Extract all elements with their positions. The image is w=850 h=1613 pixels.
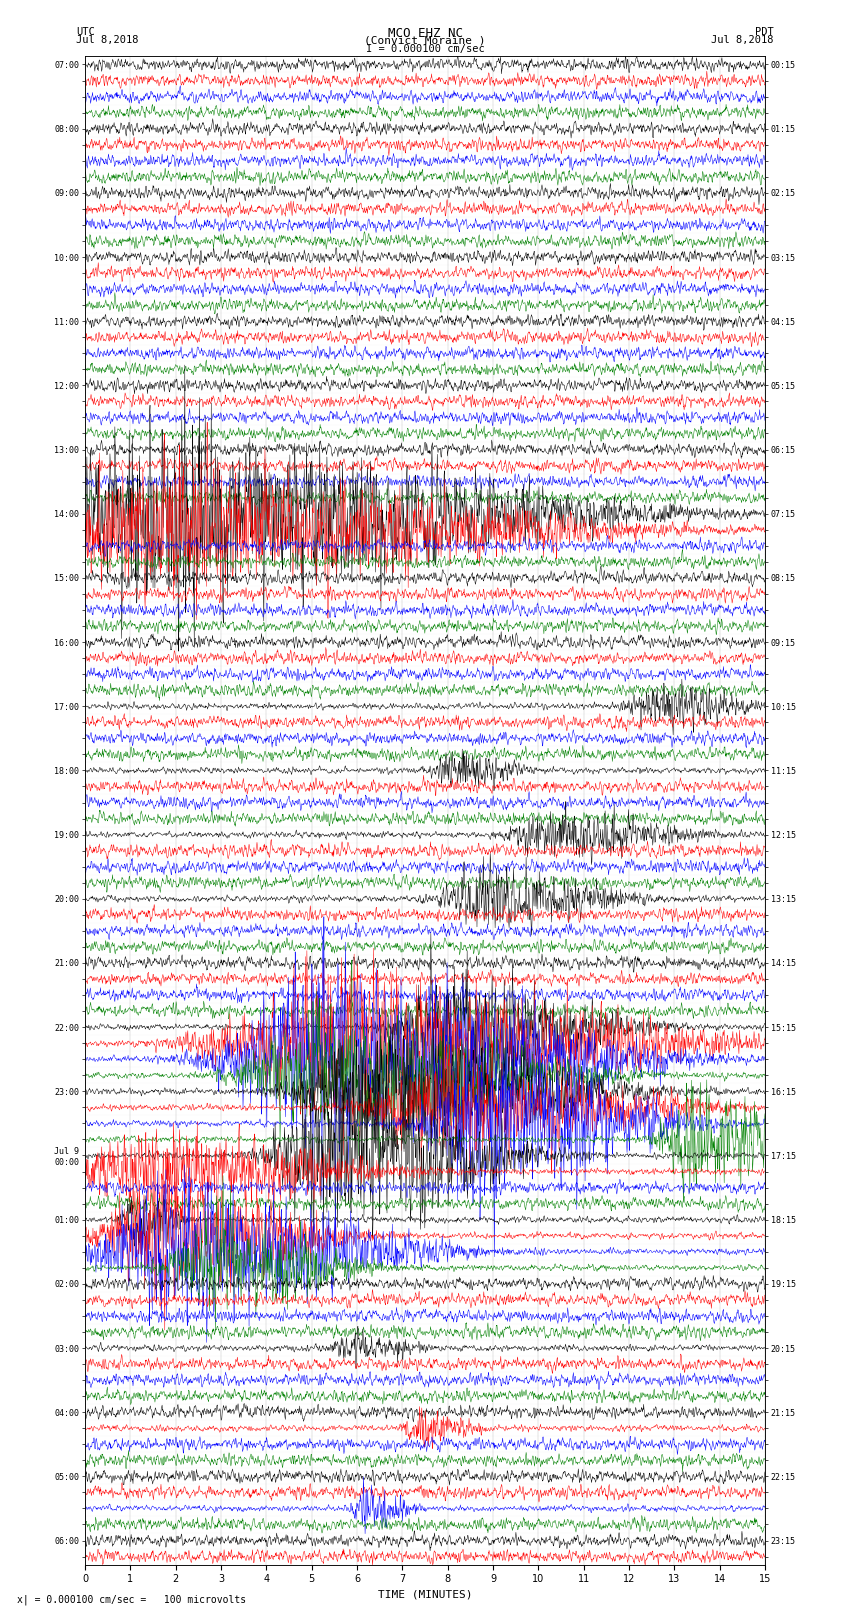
Text: Jul 8,2018: Jul 8,2018 bbox=[76, 35, 139, 45]
Text: Jul 8,2018: Jul 8,2018 bbox=[711, 35, 774, 45]
Text: PDT: PDT bbox=[755, 27, 774, 37]
Text: MCO EHZ NC: MCO EHZ NC bbox=[388, 27, 462, 40]
Text: x| = 0.000100 cm/sec =   100 microvolts: x| = 0.000100 cm/sec = 100 microvolts bbox=[17, 1594, 246, 1605]
Text: (Convict Moraine ): (Convict Moraine ) bbox=[365, 35, 485, 45]
Text: I = 0.000100 cm/sec: I = 0.000100 cm/sec bbox=[366, 44, 484, 53]
X-axis label: TIME (MINUTES): TIME (MINUTES) bbox=[377, 1590, 473, 1600]
Text: UTC: UTC bbox=[76, 27, 95, 37]
